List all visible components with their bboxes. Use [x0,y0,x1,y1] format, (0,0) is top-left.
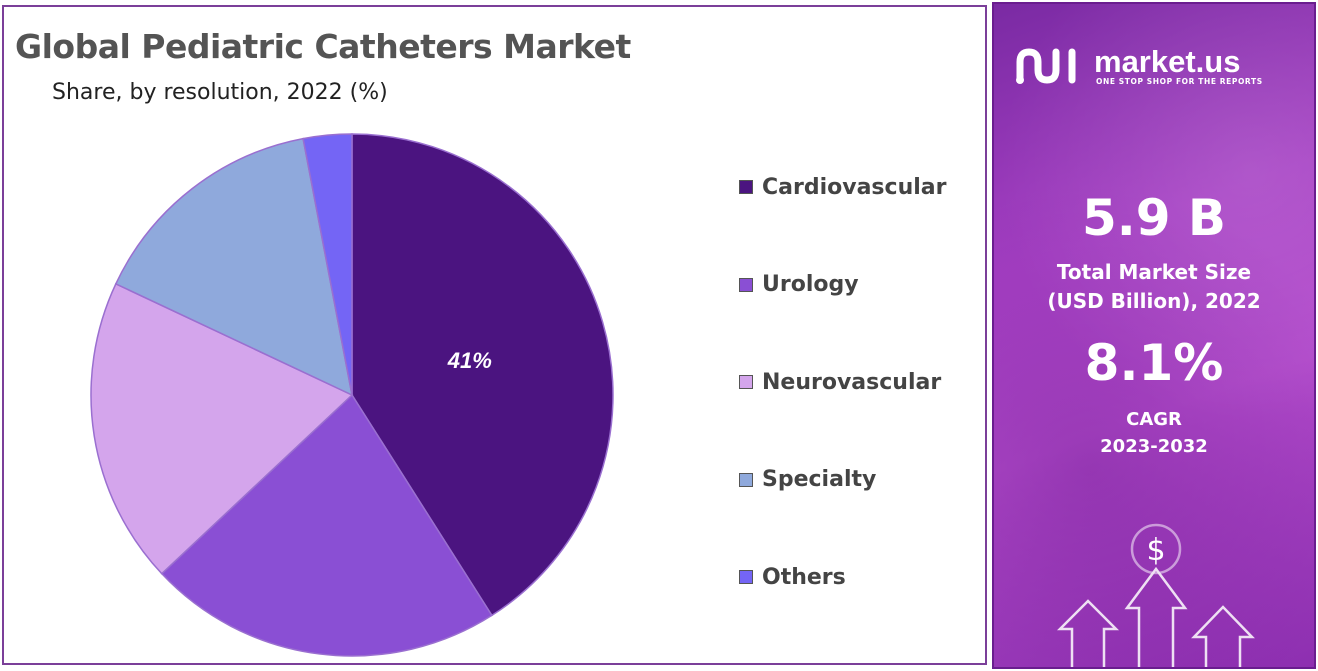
coin-circle [1130,523,1182,575]
legend-swatch [739,180,753,194]
chart-subtitle: Share, by resolution, 2022 (%) [52,80,388,105]
market-size-label-line1: Total Market Size [1056,260,1252,284]
pie-slice-specialty [114,137,354,397]
legend-swatch [739,277,753,292]
market-us-logo-mark-icon [1016,48,1076,84]
market-us-logo: market.us ONE STOP SHOP FOR THE REPORTS [1014,42,1304,92]
arrow-up-icon [1124,566,1188,667]
dollar-icon: $ [1146,533,1165,568]
legend-item-neurovascular: Neurovascular [739,367,984,397]
info-panel: $ market.us ONE STOP SHOP FOR THE REPORT… [992,2,1316,669]
chart-legend: Cardiovascular Urology Neurovascular Specia… [739,172,984,660]
pie-chart: 41% [90,133,614,657]
logo-name: market.us [1094,44,1241,79]
legend-label: Urology [762,272,859,297]
legend-swatch [739,570,753,584]
cagr-value: 8.1% [1084,334,1224,392]
legend-swatch [739,375,753,389]
legend-label: Neurovascular [762,369,942,395]
market-size-value: 5.9 B [1081,189,1227,247]
pie-slice-cardiovascular [351,133,614,617]
chart-panel: Global Pediatric Catheters Market Share,… [2,5,987,665]
arrow-up-icon [1056,599,1120,667]
legend-item-urology: Urology [739,270,984,300]
pie-slice-urology [160,393,493,657]
data-label-cardiovascular: 41% [447,348,492,373]
legend-item-others: Others [739,562,984,592]
arrow-up-icon [1191,605,1255,667]
legend-label: Others [762,564,846,590]
legend-label: Specialty [762,467,877,492]
cagr-label: CAGR [1126,409,1182,430]
logo-tagline: ONE STOP SHOP FOR THE REPORTS [1096,77,1263,86]
pie-slice-others [302,133,353,396]
legend-item-cardiovascular: Cardiovascular [739,172,984,202]
background-overlay [994,4,1314,667]
cagr-period: 2023-2032 [1100,436,1208,457]
pie-slice-neurovascular [90,282,354,575]
growth-arrows-illustration: $ [1056,523,1255,667]
legend-item-specialty: Specialty [739,465,984,495]
legend-swatch [739,472,753,487]
chart-title: Global Pediatric Catheters Market [15,27,631,66]
legend-label: Cardiovascular [762,174,947,200]
market-size-label-line2: (USD Billion), 2022 [1047,289,1261,313]
